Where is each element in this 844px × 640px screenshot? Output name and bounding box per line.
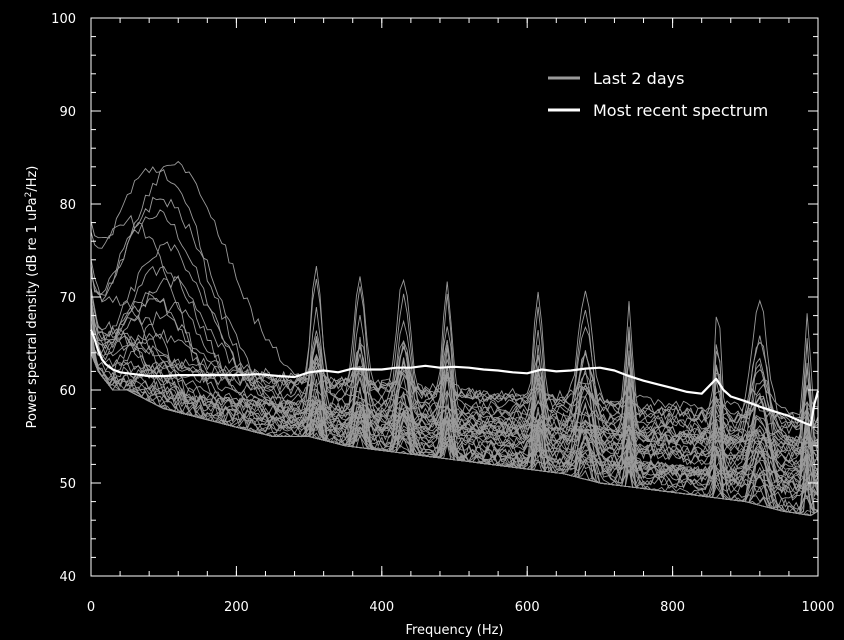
x-tick-label: 0 — [87, 600, 95, 615]
y-tick-label: 60 — [59, 384, 76, 399]
legend: Last 2 days Most recent spectrum — [548, 69, 768, 120]
legend-label-history: Last 2 days — [593, 69, 684, 88]
history-spectrum-line — [90, 301, 819, 464]
history-spectrum-line — [90, 241, 819, 434]
y-tick-label: 70 — [59, 291, 76, 306]
history-spectrum-line — [90, 352, 819, 449]
history-spectrum-line — [90, 294, 819, 429]
axis-tick-labels: 0 200 400 600 800 1000 40 50 60 70 80 90 100 — [51, 12, 834, 615]
y-axis-title: Power spectral density (dB re 1 uPa2/Hz) — [24, 166, 40, 429]
x-tick-label: 800 — [660, 600, 685, 615]
history-spectrum-line — [90, 328, 819, 475]
y-tick-label: 100 — [51, 12, 76, 27]
y-tick-label: 80 — [59, 198, 76, 213]
history-spectrum-line — [90, 166, 819, 500]
y-axis-title-sup: 2 — [24, 192, 34, 198]
y-tick-label: 40 — [59, 570, 76, 585]
legend-label-recent: Most recent spectrum — [593, 101, 768, 120]
axis-ticks — [90, 17, 819, 577]
y-axis-title-end: /Hz) — [25, 166, 40, 192]
y-tick-label: 90 — [59, 105, 76, 120]
history-spectrum-line — [90, 352, 819, 514]
x-tick-label: 400 — [369, 600, 394, 615]
x-tick-label: 600 — [515, 600, 540, 615]
y-tick-label: 50 — [59, 477, 76, 492]
x-tick-label: 1000 — [801, 600, 834, 615]
recent-spectrum-line — [89, 329, 820, 427]
x-tick-label: 200 — [224, 600, 249, 615]
x-axis-title: Frequency (Hz) — [405, 623, 503, 638]
history-spectrum-line — [90, 334, 819, 472]
history-spectrum-line — [90, 330, 819, 452]
y-axis-title-main: Power spectral density (dB re 1 uPa — [25, 197, 40, 428]
history-spectrum-line — [90, 319, 819, 435]
history-spectrum-line — [90, 333, 819, 484]
